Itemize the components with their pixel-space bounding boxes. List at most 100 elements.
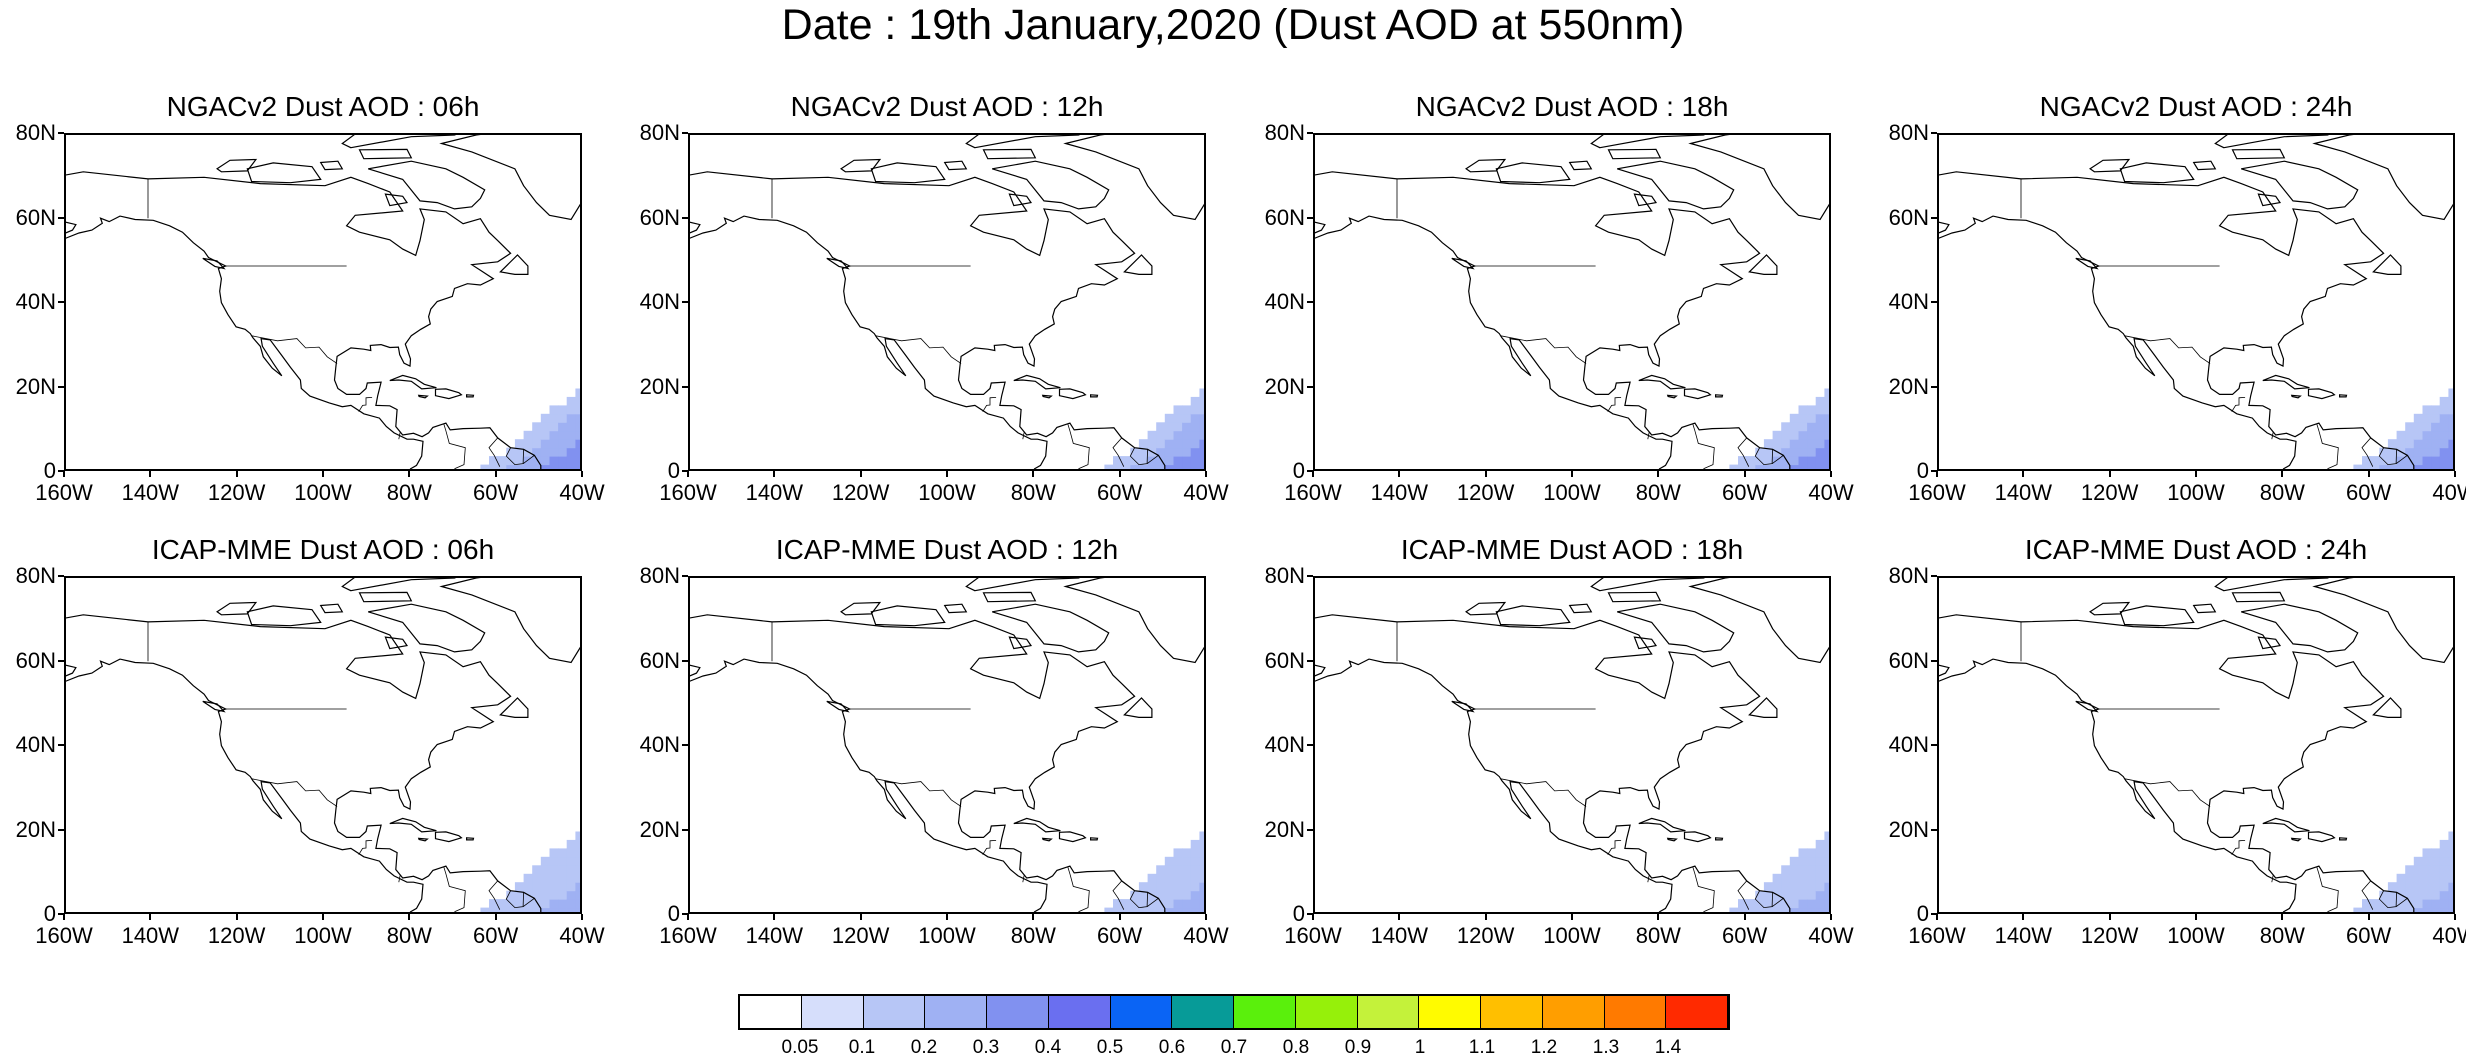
- plume-cell: [1156, 882, 1166, 892]
- latitude-label: 0: [1916, 901, 1929, 926]
- longitude-label: 100W: [294, 480, 352, 505]
- plume-cell: [540, 464, 550, 469]
- axis-tick: [1936, 914, 1938, 920]
- plume-cell: [1199, 848, 1204, 858]
- coastline: [439, 578, 580, 664]
- plume-cell: [549, 848, 559, 858]
- plume-cell: [497, 464, 507, 469]
- plume-cell: [1763, 882, 1773, 892]
- plume-cell: [1182, 405, 1192, 415]
- country-border: [1771, 897, 1784, 908]
- country-border: [2271, 432, 2274, 440]
- plume-cell: [2405, 890, 2415, 900]
- coastline: [1123, 254, 1153, 275]
- plume-cell: [1824, 865, 1829, 875]
- plume-cell: [2448, 873, 2453, 883]
- coastline: [1315, 614, 1791, 912]
- coastline: [1688, 578, 1829, 664]
- plume-cell: [1781, 882, 1791, 892]
- longitude-label: 140W: [121, 480, 180, 505]
- coastline: [1315, 171, 1791, 469]
- plume-cell: [2413, 865, 2423, 875]
- plume-cell: [2413, 422, 2423, 432]
- plume-cell: [2448, 388, 2453, 398]
- plume-cell: [549, 413, 559, 423]
- plume-cell: [558, 464, 568, 469]
- country-border: [1146, 454, 1159, 465]
- plume-cell: [558, 865, 568, 875]
- plume-cell: [1164, 413, 1174, 423]
- coastline: [870, 605, 946, 627]
- axis-tick: [1398, 471, 1401, 477]
- coastline: [1748, 254, 1778, 275]
- coastline: [1495, 162, 1571, 184]
- axis-tick: [149, 471, 152, 477]
- plume-cell: [1815, 447, 1825, 457]
- plume-cell: [2379, 464, 2389, 469]
- plume-cell: [2439, 405, 2449, 415]
- plume-cell: [1164, 464, 1174, 469]
- plume-cell: [532, 447, 542, 457]
- coastline: [690, 171, 1166, 469]
- longitude-label: 100W: [918, 480, 976, 505]
- coastline: [965, 578, 1081, 592]
- plume-cell: [2448, 430, 2453, 440]
- plume-cell: [1156, 464, 1166, 469]
- plume-cell: [2362, 464, 2372, 469]
- plume-cell: [2439, 882, 2449, 892]
- coastline: [1715, 394, 1724, 398]
- coastline: [202, 257, 226, 270]
- plume-cell: [2422, 439, 2432, 449]
- plume-cell: [523, 464, 533, 469]
- plume-cell: [1807, 882, 1817, 892]
- coastline: [2119, 605, 2195, 627]
- country-border: [2378, 447, 2397, 466]
- plume-cell: [1807, 405, 1817, 415]
- plume-cell: [1190, 899, 1200, 909]
- plume-cell: [575, 422, 580, 432]
- latitude-label: 20N: [1264, 373, 1305, 399]
- country-border: [2124, 778, 2211, 807]
- axis-tick: [1118, 914, 1121, 920]
- plume-cell: [1164, 907, 1174, 912]
- plume-cell: [1781, 865, 1791, 875]
- plume-cell: [532, 439, 542, 449]
- legend-swatch: [1604, 996, 1667, 1028]
- coastline: [66, 614, 542, 912]
- plume-cell: [1138, 890, 1148, 900]
- coastline: [2257, 193, 2282, 207]
- latitude-label: 40N: [15, 732, 56, 757]
- plume-cell: [1763, 439, 1773, 449]
- plume-cell: [1147, 464, 1157, 469]
- plume-cell: [1815, 405, 1825, 415]
- latitude-label: 60N: [1888, 647, 1929, 673]
- country-border: [522, 454, 535, 465]
- axis-tick: [1931, 216, 1937, 219]
- axis-tick: [1931, 470, 1937, 472]
- coastline: [368, 160, 486, 210]
- plume-cell: [2422, 882, 2432, 892]
- legend-label: 1: [1414, 1037, 1426, 1058]
- longitude-label: 140W: [745, 923, 804, 948]
- plume-cell: [1789, 447, 1799, 457]
- country-border: [1112, 880, 1125, 910]
- map-frame: [1937, 576, 2455, 914]
- plume-cell: [489, 456, 499, 466]
- plume-cell: [558, 447, 568, 457]
- coastline: [1939, 171, 2415, 469]
- plume-cell: [2439, 907, 2449, 912]
- map-frame: [688, 576, 1206, 914]
- longitude-label: 100W: [1543, 480, 1601, 505]
- coastline: [1607, 591, 1662, 603]
- coastline: [1638, 374, 1686, 390]
- plume-cell: [1156, 430, 1166, 440]
- plume-cell: [575, 907, 580, 912]
- panel-title: NGACv2 Dust AOD : 18h: [1415, 91, 1729, 122]
- plume-cell: [1199, 439, 1204, 449]
- latitude-label: 20N: [15, 816, 56, 842]
- axis-tick: [63, 914, 65, 920]
- coastline: [384, 636, 409, 650]
- country-border: [1607, 397, 1622, 412]
- plume-cell: [1824, 447, 1829, 457]
- country-border: [1737, 437, 1750, 467]
